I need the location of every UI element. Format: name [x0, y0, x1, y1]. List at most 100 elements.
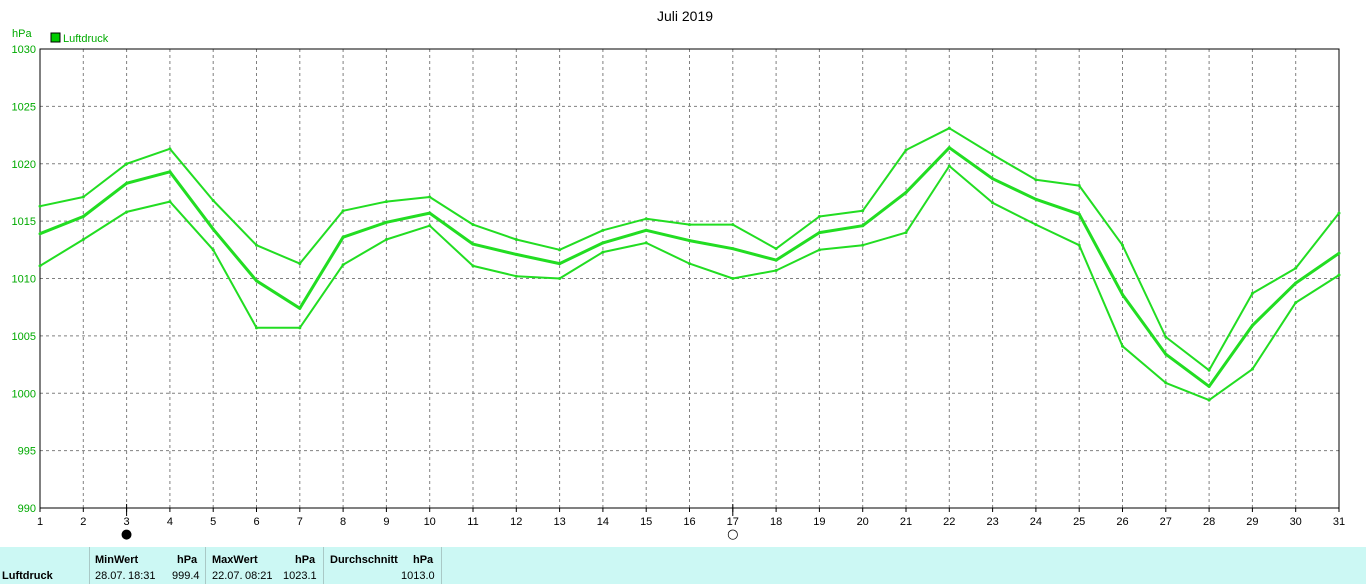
- data-point-min: [731, 277, 735, 280]
- data-point-max: [991, 153, 995, 157]
- data-point-avg: [904, 190, 908, 194]
- x-tick-label: 30: [1290, 516, 1302, 528]
- data-point-avg: [168, 170, 172, 174]
- data-point-min: [644, 241, 648, 245]
- day-marker-symbol: ○: [727, 527, 738, 542]
- data-point-max: [817, 215, 821, 219]
- legend-swatch: [50, 32, 61, 43]
- x-tick-label: 27: [1160, 516, 1172, 528]
- data-point-min: [341, 263, 345, 267]
- data-point-avg: [125, 181, 129, 185]
- data-point-avg: [341, 235, 345, 239]
- avg-value: 1013.0: [401, 570, 435, 582]
- x-tick-label: 7: [297, 516, 303, 528]
- data-point-min: [125, 210, 129, 214]
- max-date: 22.07.: [212, 570, 243, 582]
- data-point-min: [1121, 344, 1124, 348]
- day-marker-symbol: ●: [121, 527, 132, 542]
- data-point-avg: [514, 252, 518, 256]
- y-tick-label: 990: [18, 503, 36, 515]
- data-point-max: [38, 204, 42, 208]
- data-point-min: [168, 200, 172, 204]
- data-point-avg: [428, 211, 432, 215]
- x-tick-label: 17: [727, 516, 739, 528]
- x-tick-label: 29: [1246, 516, 1258, 528]
- data-point-min: [1164, 381, 1168, 385]
- x-tick-label: 19: [813, 516, 825, 528]
- data-point-avg: [1034, 197, 1038, 201]
- x-tick-label: 3: [124, 516, 130, 528]
- data-point-avg: [558, 262, 562, 266]
- data-point-min: [861, 243, 865, 247]
- data-point-min: [991, 201, 995, 205]
- data-point-min: [255, 326, 258, 330]
- chart-title: Juli 2019: [657, 8, 713, 24]
- x-tick-label: 23: [986, 516, 998, 528]
- data-point-avg: [384, 220, 388, 224]
- data-point-max: [428, 195, 432, 199]
- data-point-avg: [1250, 324, 1254, 328]
- x-tick-label: 14: [597, 516, 609, 528]
- x-tick-label: 25: [1073, 516, 1085, 528]
- y-axis-ticks: 990 995 1000 1005 1010 1015 1020 1025 1030: [12, 44, 36, 515]
- footer-divider: [205, 547, 206, 584]
- data-point-avg: [298, 306, 302, 310]
- x-tick-label: 21: [900, 516, 912, 528]
- data-point-avg: [601, 241, 605, 245]
- data-point-max: [1077, 184, 1081, 188]
- y-tick-label: 1000: [12, 388, 36, 400]
- data-point-max: [341, 209, 345, 213]
- data-point-avg: [1337, 251, 1341, 255]
- x-axis-ticks: 1 2 3 4 5 6 7 8 9 10 11 12 13 14 15 16 17 18 19 20 21 22 23 24 2…: [37, 508, 1345, 528]
- grid: [40, 49, 1339, 508]
- data-point-min: [1294, 301, 1298, 305]
- x-tick-label: 2: [80, 516, 86, 528]
- data-point-max: [384, 200, 388, 204]
- data-point-avg: [1121, 293, 1124, 297]
- data-point-max: [1250, 291, 1254, 295]
- data-point-max: [947, 126, 951, 130]
- data-point-min: [904, 231, 908, 235]
- data-point-avg: [211, 227, 215, 231]
- x-tick-label: 24: [1030, 516, 1042, 528]
- x-tick-label: 11: [467, 516, 478, 528]
- day-markers: ● ○: [121, 504, 738, 542]
- data-point-avg: [861, 224, 865, 228]
- data-point-max: [1034, 178, 1038, 182]
- data-point-avg: [774, 258, 778, 262]
- max-header: MaxWert: [212, 554, 258, 566]
- data-point-max: [1121, 243, 1124, 247]
- min-date: 28.07.: [95, 570, 126, 582]
- data-point-avg: [38, 232, 42, 236]
- data-point-max: [81, 195, 85, 199]
- data-point-avg: [1164, 352, 1168, 356]
- data-point-max: [904, 148, 908, 152]
- y-axis-unit: hPa: [12, 28, 32, 40]
- footer-divider: [441, 547, 442, 584]
- x-tick-label: 18: [770, 516, 782, 528]
- data-point-avg: [1207, 384, 1211, 388]
- data-point-min: [38, 264, 42, 268]
- data-point-max: [514, 237, 518, 241]
- data-point-avg: [471, 242, 475, 246]
- min-time: 18:31: [128, 570, 156, 582]
- footer-divider: [89, 547, 90, 584]
- y-tick-label: 995: [18, 446, 36, 458]
- x-tick-label: 28: [1203, 516, 1215, 528]
- data-point-max: [471, 223, 475, 227]
- data-point-max: [1164, 335, 1168, 339]
- x-tick-label: 26: [1116, 516, 1128, 528]
- data-point-max: [255, 243, 258, 247]
- data-point-avg: [1077, 212, 1081, 216]
- min-unit: hPa: [177, 554, 198, 566]
- data-point-max: [861, 209, 865, 213]
- data-point-min: [211, 248, 215, 252]
- footer-row-label: Luftdruck: [2, 570, 53, 582]
- data-point-min: [428, 224, 432, 228]
- data-point-avg: [991, 177, 995, 181]
- x-tick-label: 4: [167, 516, 173, 528]
- min-header: MinWert: [95, 554, 139, 566]
- data-point-max: [688, 223, 691, 227]
- y-tick-label: 1030: [12, 44, 36, 56]
- data-point-max: [731, 223, 735, 227]
